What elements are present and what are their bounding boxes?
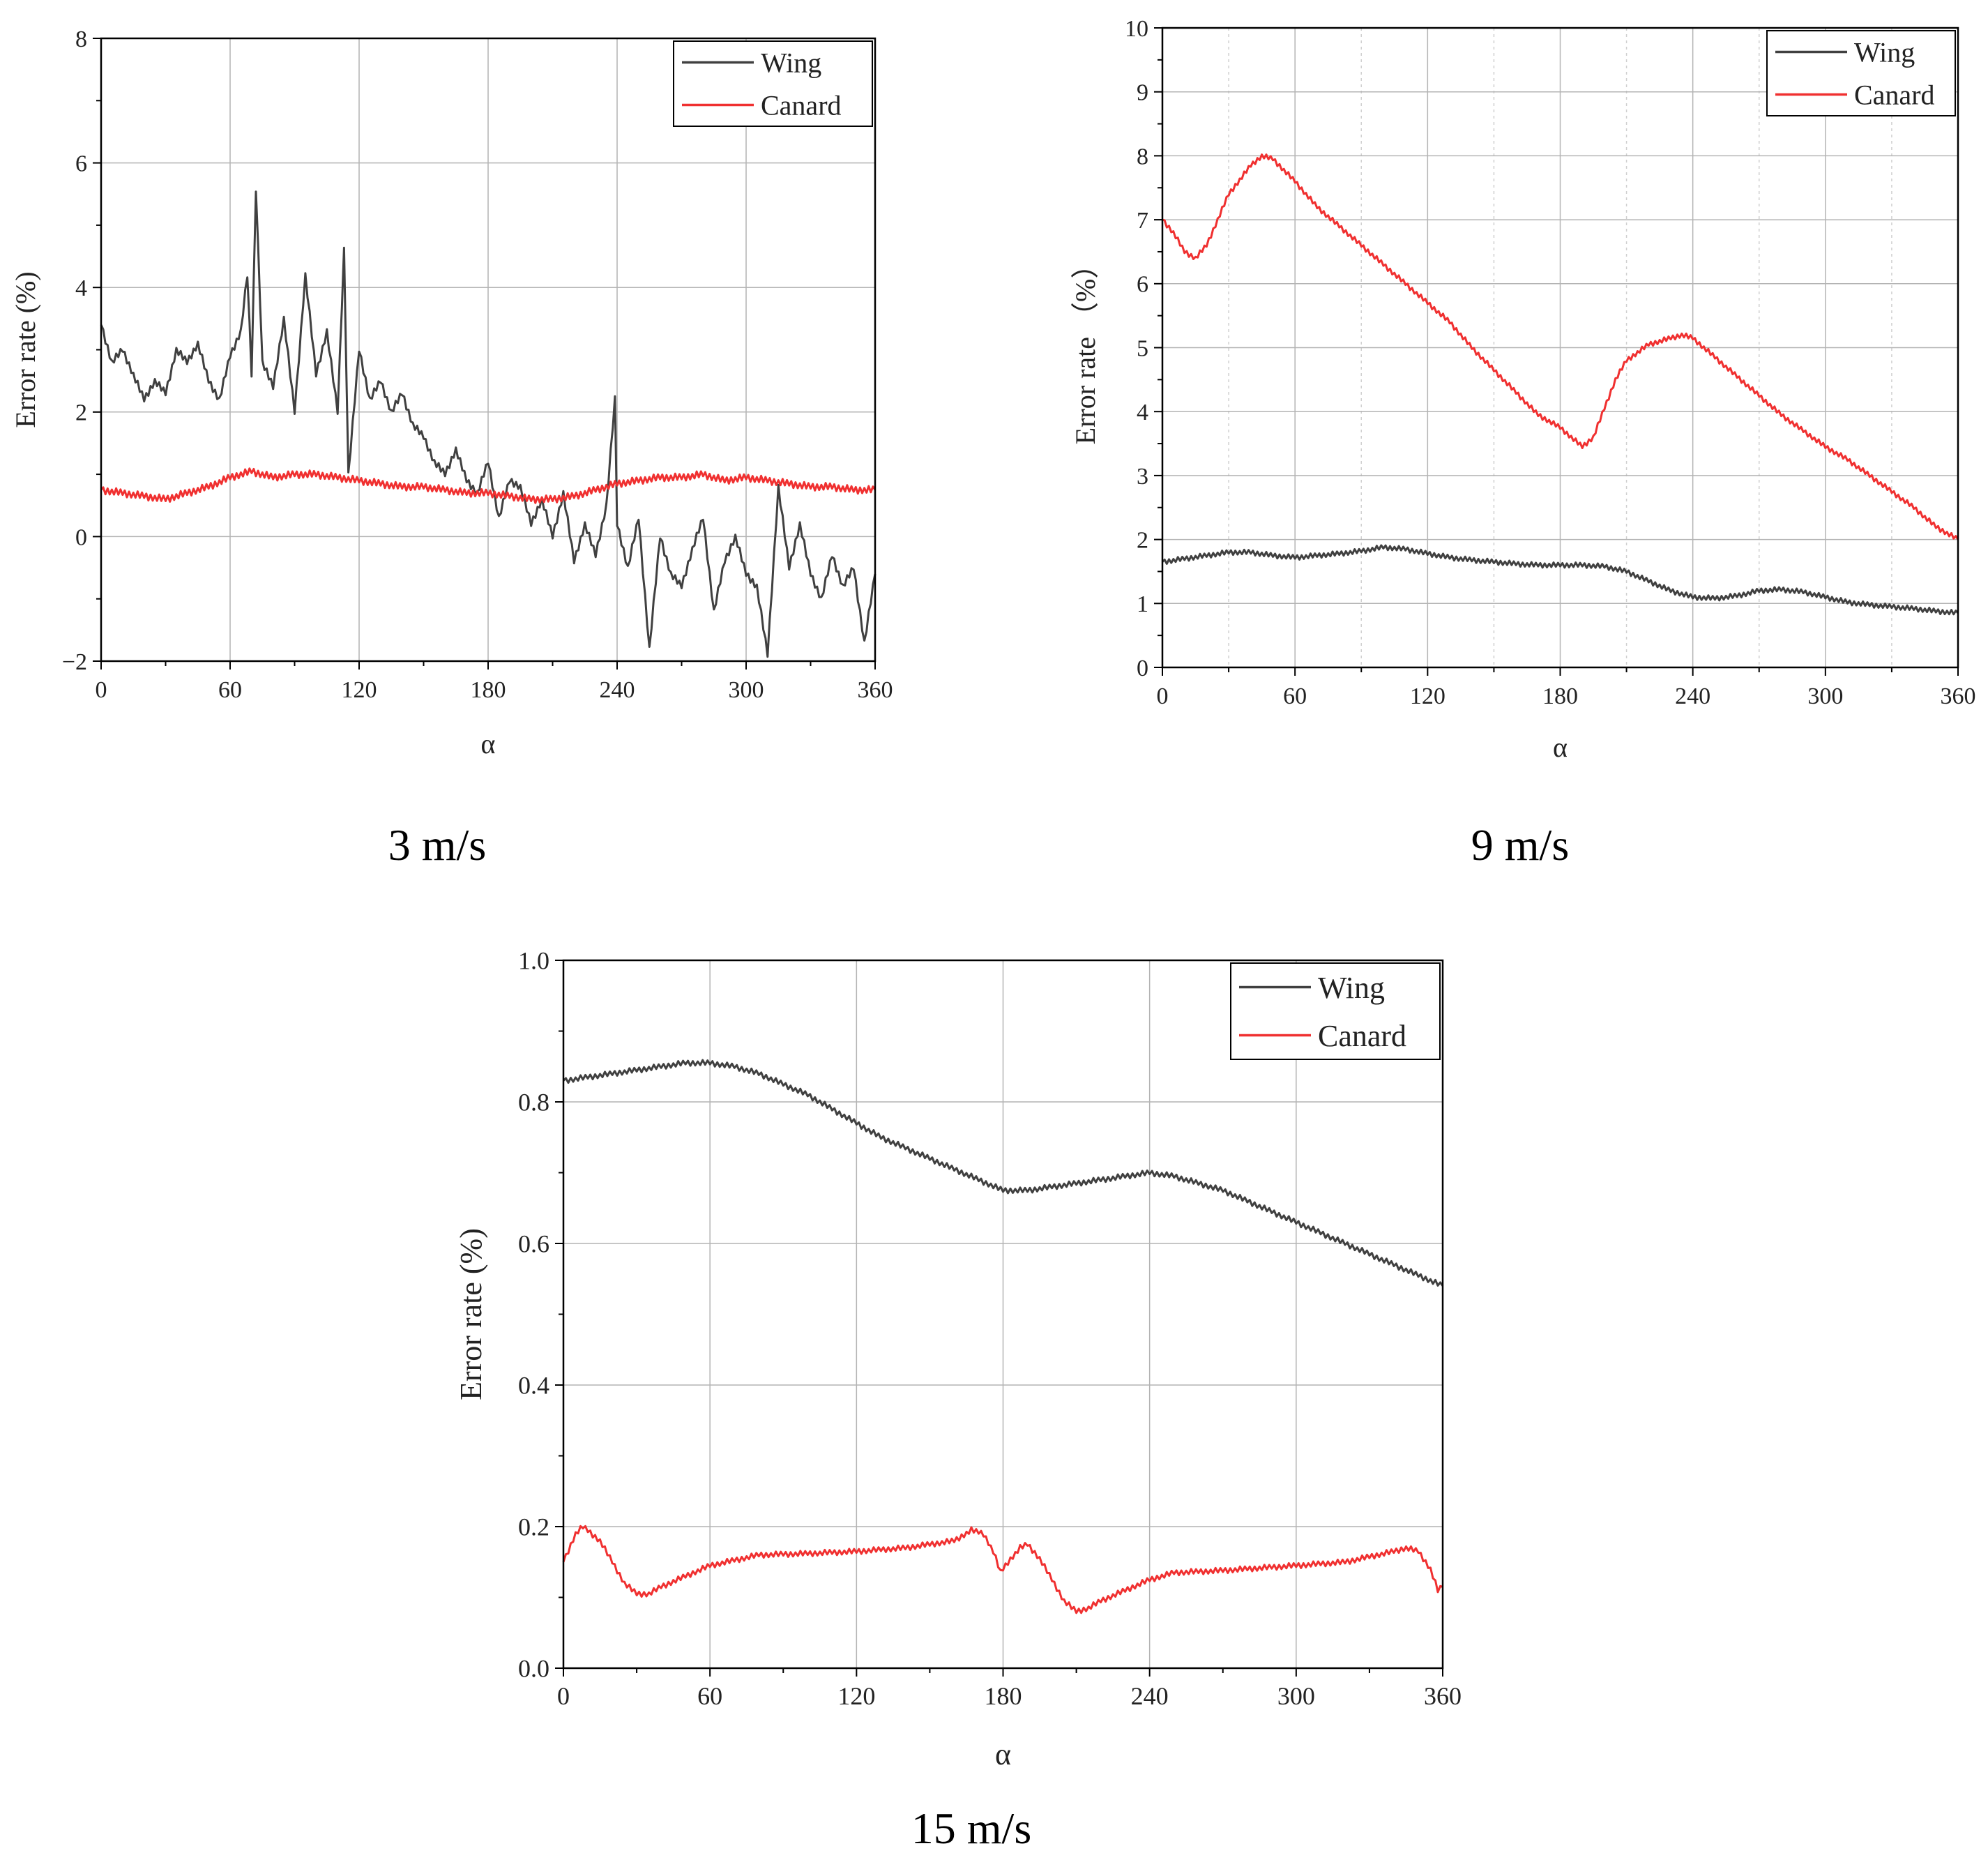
y-tick-label: 9 xyxy=(1137,80,1148,106)
y-tick-label: 5 xyxy=(1137,335,1148,361)
chart-1: 0 60 120 180 240 300 360 0 1 2 3 4 5 6 7 8 9 10 α Error rat… xyxy=(1070,16,1976,763)
y-tick-label: 0.4 xyxy=(518,1372,549,1400)
x-axis-label: α xyxy=(481,728,496,759)
y-tick-label: 1 xyxy=(1137,591,1148,617)
y-tick-label: 8 xyxy=(1137,144,1148,169)
series-line-wing xyxy=(100,190,877,658)
legend-label-wing: Wing xyxy=(1854,37,1915,68)
y-axis-label: Error rate (%) xyxy=(10,271,41,428)
x-axis-label: α xyxy=(995,1737,1011,1771)
series-line-canard xyxy=(100,467,877,504)
x-tick-label: 120 xyxy=(1410,683,1446,709)
y-tick-label: 0.6 xyxy=(518,1230,549,1258)
legend-label-wing: Wing xyxy=(761,47,821,79)
x-tick-label: 120 xyxy=(342,677,377,703)
y-tick-label: 0 xyxy=(1137,656,1148,681)
y-tick-label: 4 xyxy=(75,275,87,301)
y-axis-label: Error rate (%) xyxy=(454,1228,488,1400)
y-tick-label: 6 xyxy=(75,151,87,177)
y-tick-label: 0.0 xyxy=(518,1655,549,1683)
caption-9ms: 9 m/s xyxy=(1471,820,1570,870)
x-tick-label: 60 xyxy=(1283,683,1307,709)
x-tick-label: 60 xyxy=(218,677,242,703)
x-tick-label: 240 xyxy=(1131,1682,1169,1710)
series-line-wing xyxy=(1161,544,1959,616)
legend-box xyxy=(1766,30,1956,116)
x-tick-label: 300 xyxy=(729,677,764,703)
y-tick-label: −2 xyxy=(62,649,87,675)
caption-3ms: 3 m/s xyxy=(388,820,487,870)
y-tick-label: 6 xyxy=(1137,272,1148,298)
legend-label-canard: Canard xyxy=(1318,1019,1406,1053)
x-tick-label: 180 xyxy=(471,677,506,703)
y-tick-label: 3 xyxy=(1137,464,1148,490)
x-tick-label: 60 xyxy=(697,1682,722,1710)
chart-0: 0 60 120 180 240 300 360 −2 0 2 4 6 8 α Error rate (%)… xyxy=(10,27,893,759)
chart-2: 0 60 120 180 240 300 360 0.0 0.2 0.4 0.6 0.8 1.0 α Err… xyxy=(454,947,1462,1771)
x-axis-label: α xyxy=(1553,732,1568,763)
x-tick-label: 300 xyxy=(1807,683,1843,709)
y-tick-label: 10 xyxy=(1125,16,1148,42)
legend-label-canard: Canard xyxy=(1854,80,1935,111)
y-tick-label: 0 xyxy=(75,524,87,550)
y-tick-label: 4 xyxy=(1137,400,1148,425)
series-line-canard xyxy=(1162,153,1959,540)
x-tick-label: 180 xyxy=(985,1682,1022,1710)
x-tick-label: 180 xyxy=(1542,683,1578,709)
y-tick-label: 2 xyxy=(75,400,87,426)
caption-15ms: 15 m/s xyxy=(911,1803,1032,1853)
y-tick-label: 8 xyxy=(75,27,87,52)
series-line-wing xyxy=(562,1059,1444,1287)
legend-box xyxy=(673,40,873,127)
x-tick-label: 360 xyxy=(1941,683,1976,709)
x-tick-label: 300 xyxy=(1277,1682,1315,1710)
series-line-canard xyxy=(562,1525,1443,1614)
y-tick-label: 0.8 xyxy=(518,1089,549,1117)
legend-label-wing: Wing xyxy=(1318,971,1385,1005)
x-tick-label: 0 xyxy=(96,677,107,703)
y-axis-label: Error rate （%） xyxy=(1070,251,1101,445)
x-tick-label: 360 xyxy=(858,677,893,703)
x-tick-label: 120 xyxy=(837,1682,875,1710)
legend-label-canard: Canard xyxy=(761,90,842,121)
legend-box xyxy=(1230,962,1441,1060)
x-tick-label: 0 xyxy=(557,1682,570,1710)
y-tick-label: 2 xyxy=(1137,528,1148,554)
x-tick-label: 240 xyxy=(1675,683,1710,709)
y-tick-label: 7 xyxy=(1137,208,1148,234)
y-tick-label: 1.0 xyxy=(518,947,549,975)
x-tick-label: 240 xyxy=(600,677,635,703)
x-tick-label: 0 xyxy=(1157,683,1169,709)
y-tick-label: 0.2 xyxy=(518,1513,549,1541)
x-tick-label: 360 xyxy=(1424,1682,1462,1710)
